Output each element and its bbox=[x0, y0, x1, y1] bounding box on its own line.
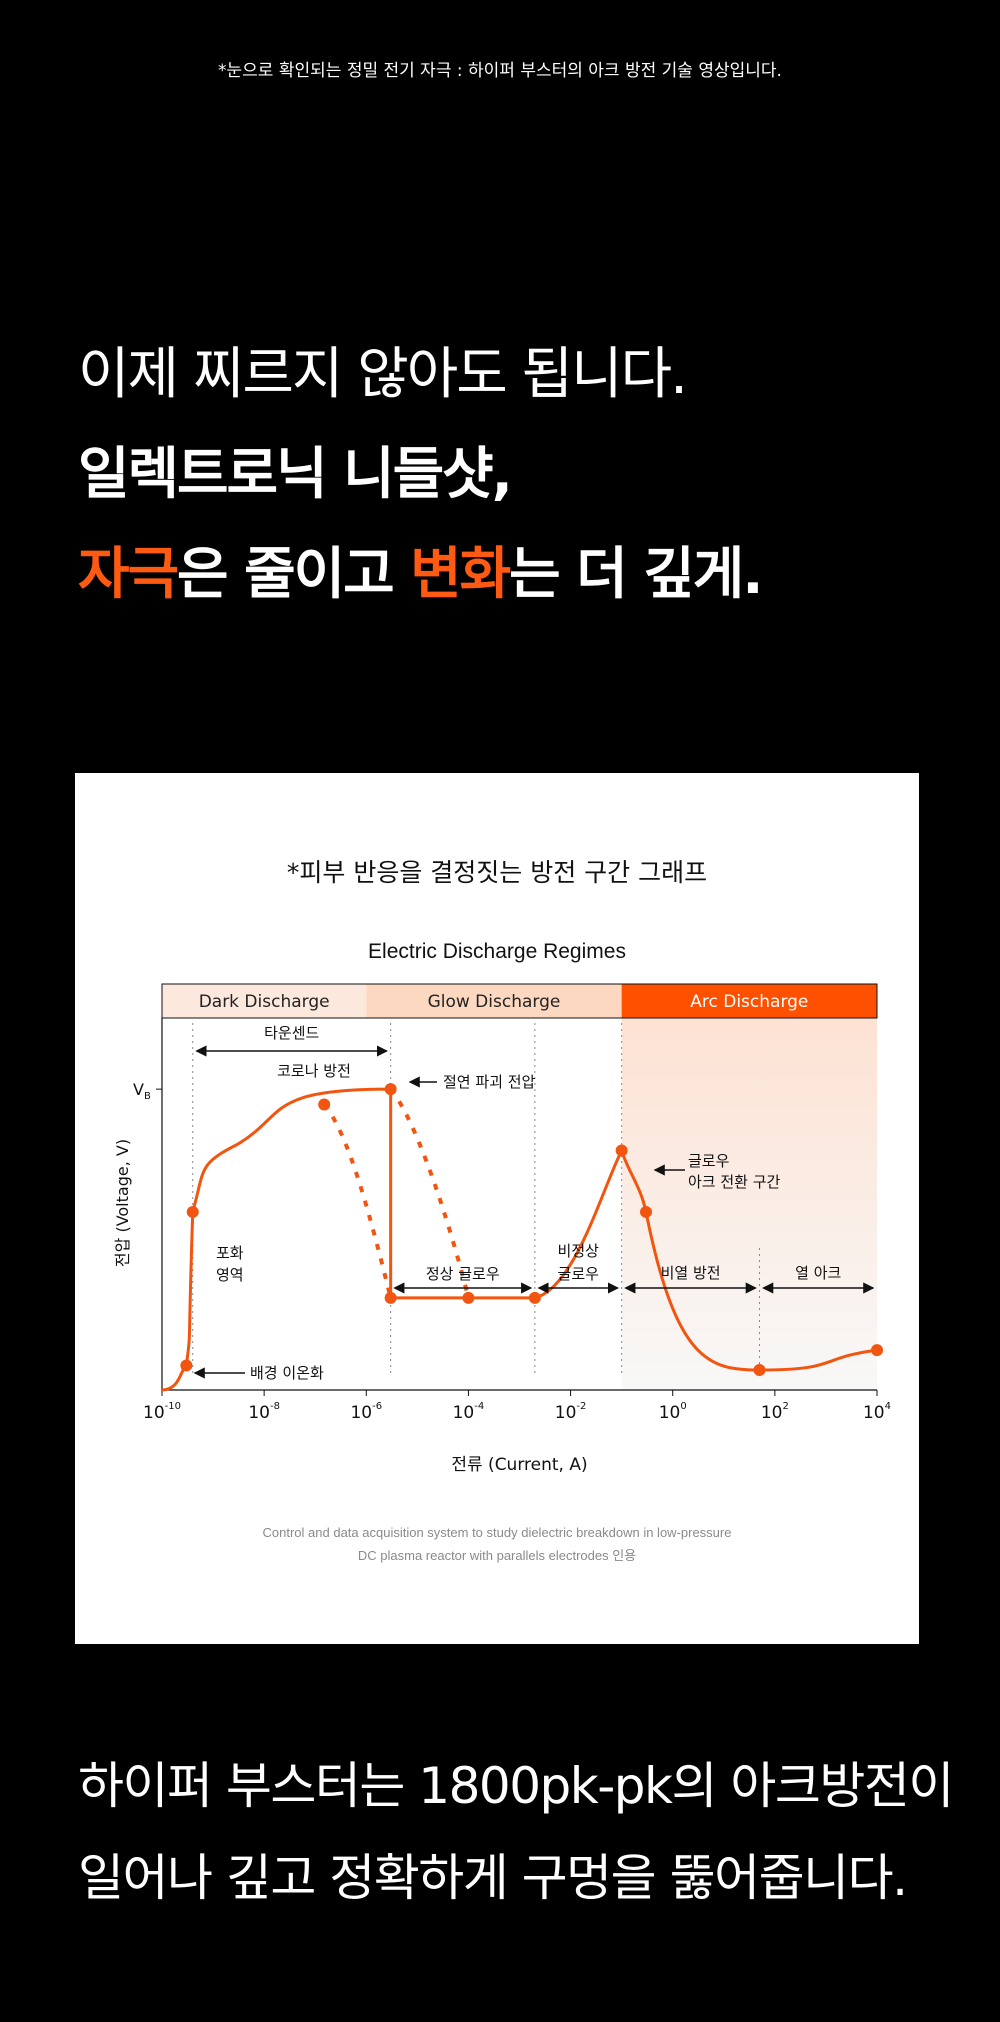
x-tick-label-5: 100 bbox=[659, 1401, 687, 1423]
x-tick-label-4: 10-2 bbox=[555, 1401, 587, 1423]
arc-region-shade bbox=[621, 1018, 877, 1390]
dashed-curve-1 bbox=[322, 1103, 393, 1299]
label-glow-arc-2: 아크 전환 구간 bbox=[688, 1173, 781, 1191]
dashed-curve-2 bbox=[389, 1087, 471, 1299]
x-tick-label-0: 10-10 bbox=[143, 1401, 181, 1423]
region-band-0 bbox=[162, 984, 367, 1018]
data-point-2 bbox=[318, 1098, 331, 1111]
x-tick-label-6: 102 bbox=[761, 1401, 789, 1423]
region-label-0: Dark Discharge bbox=[199, 992, 330, 1012]
data-point-1 bbox=[186, 1205, 199, 1218]
headline-accent-stimulus: 자극 bbox=[78, 542, 179, 607]
headline-accent-change: 변화 bbox=[410, 542, 511, 607]
x-tick-label-1: 10-8 bbox=[248, 1401, 280, 1423]
chart-card: *피부 반응을 결정짓는 방전 구간 그래프 Electric Discharg… bbox=[75, 773, 919, 1644]
bottom-line-1: 하이퍼 부스터는 1800pk-pk의 아크방전이 bbox=[78, 1757, 954, 1815]
bottom-text: 하이퍼 부스터는 1800pk-pk의 아크방전이 일어나 깊고 정확하게 구멍… bbox=[78, 1740, 954, 1924]
data-point-8 bbox=[640, 1205, 653, 1218]
headline-mid-text: 은 줄이고 bbox=[177, 542, 411, 607]
label-background-ionization: 배경 이온화 bbox=[250, 1364, 324, 1382]
label-normal-glow: 정상 글로우 bbox=[426, 1265, 500, 1283]
bottom-line-2: 일어나 깊고 정확하게 구멍을 뚫어줍니다. bbox=[78, 1849, 908, 1907]
top-caption: *눈으로 확인되는 정밀 전기 자극 : 하이퍼 부스터의 아크 방전 기술 영… bbox=[218, 61, 782, 81]
data-point-5 bbox=[462, 1291, 475, 1304]
label-breakdown: 절연 파괴 전압 bbox=[443, 1073, 536, 1091]
x-tick-label-7: 104 bbox=[863, 1401, 891, 1423]
region-label-1: Glow Discharge bbox=[428, 992, 561, 1012]
data-point-4 bbox=[384, 1291, 397, 1304]
label-saturation-1: 포화 bbox=[216, 1244, 244, 1262]
source-line-1: Control and data acquisition system to s… bbox=[262, 1525, 732, 1540]
label-saturation-2: 영역 bbox=[216, 1266, 244, 1284]
label-glow-arc-1: 글로우 bbox=[688, 1152, 730, 1170]
y-axis-label: 전압 (Voltage, V) bbox=[113, 1139, 132, 1267]
x-axis-label: 전류 (Current, A) bbox=[451, 1455, 587, 1475]
region-band-2 bbox=[621, 984, 877, 1018]
source-line-2: DC plasma reactor with parallels electro… bbox=[357, 1548, 637, 1563]
headline-line-2: 일렉트로닉 니들샷, bbox=[78, 442, 513, 507]
card-title: *피부 반응을 결정짓는 방전 구간 그래프 bbox=[286, 858, 708, 887]
label-abnormal-glow-2: 글로우 bbox=[558, 1265, 600, 1283]
region-band-1 bbox=[366, 984, 622, 1018]
data-point-3 bbox=[384, 1083, 397, 1096]
discharge-chart: Dark Discharge Glow Discharge Arc Discharg… bbox=[113, 983, 891, 1475]
region-label-2: Arc Discharge bbox=[690, 992, 808, 1012]
band-border bbox=[161, 983, 878, 1019]
y-tick-label: VB bbox=[133, 1080, 151, 1102]
chart-title: Electric Discharge Regimes bbox=[368, 940, 626, 963]
label-corona: 코로나 방전 bbox=[277, 1062, 351, 1080]
data-point-0 bbox=[180, 1359, 193, 1372]
label-nonthermal-arc: 비열 방전 bbox=[661, 1264, 721, 1282]
headline-end-text: 는 더 깊게. bbox=[509, 542, 763, 607]
data-point-6 bbox=[528, 1291, 541, 1304]
data-point-9 bbox=[753, 1364, 766, 1377]
x-tick-label-3: 10-4 bbox=[453, 1401, 485, 1423]
data-point-7 bbox=[615, 1144, 628, 1157]
data-point-10 bbox=[871, 1344, 883, 1357]
label-abnormal-glow-1: 비정상 bbox=[558, 1242, 600, 1260]
headline-line-1: 이제 찌르지 않아도 됩니다. bbox=[78, 342, 688, 407]
headline-line-3: 자극은 줄이고 변화는 더 깊게. bbox=[78, 525, 764, 625]
x-tick-label-2: 10-6 bbox=[350, 1401, 382, 1423]
headline: 이제 찌르지 않아도 됩니다. 일렉트로닉 니들샷, 자극은 줄이고 변화는 더… bbox=[78, 325, 764, 625]
label-townsend: 타운센드 bbox=[264, 1024, 319, 1042]
source-citation: Control and data acquisition system to s… bbox=[75, 1521, 919, 1567]
label-thermal-arc: 열 아크 bbox=[795, 1264, 841, 1282]
